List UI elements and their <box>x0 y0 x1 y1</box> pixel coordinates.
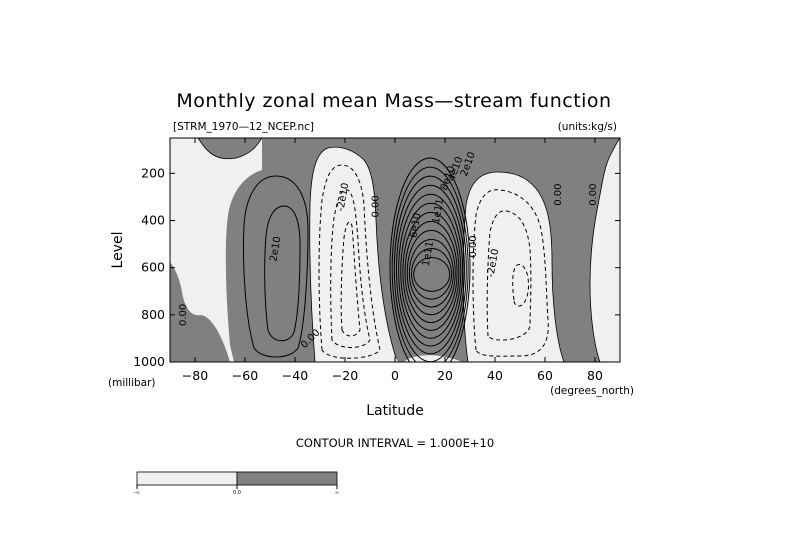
negative-region-south-polar <box>170 138 262 362</box>
contour-line <box>472 189 549 357</box>
contour-label: 0.00 <box>588 183 599 205</box>
y-tick-label: 600 <box>141 260 165 275</box>
units-label: (units:kg/s) <box>558 121 617 133</box>
x-tick-label: −60 <box>232 368 258 383</box>
negative-region-south-polar-notch <box>170 278 182 322</box>
y-tick-label: 800 <box>141 307 165 322</box>
contour-line <box>242 175 309 358</box>
x-tick-label: −40 <box>282 368 308 383</box>
contour-label: 0.00 <box>178 304 189 326</box>
colorbar-label-max: ∞ <box>335 490 339 496</box>
contour-label: 1e11 <box>421 240 436 267</box>
contour-line <box>389 157 471 362</box>
negative-region-north-ferrel <box>463 172 564 362</box>
colorbar-negative-swatch <box>136 471 238 486</box>
contour-line <box>411 248 453 300</box>
contour-line <box>486 210 532 341</box>
zero-contour-south-polar <box>197 138 263 160</box>
contour-label: 6e10 <box>408 212 423 239</box>
y-tick-label: 400 <box>141 213 165 228</box>
file-label: [STRM_1970—12_NCEP.nc] <box>173 121 314 133</box>
zero-contour-north-polar <box>589 138 620 362</box>
y-axis-label: Level <box>110 232 126 269</box>
colorbar: -∞ 0.0 ∞ <box>134 471 339 496</box>
contour-line <box>413 257 451 292</box>
contour-label: -2e10 <box>486 248 502 278</box>
contour-line <box>408 238 454 308</box>
colorbar-label-min: -∞ <box>134 490 140 496</box>
x-tick-label: 80 <box>587 368 603 383</box>
contour-line <box>264 205 301 342</box>
contour-line <box>402 211 460 331</box>
contour-label: 0.00 <box>468 235 479 257</box>
x-axis-label: Latitude <box>366 403 424 419</box>
y-units-label: (millibar) <box>108 377 156 389</box>
contour-line <box>400 202 462 339</box>
contour-label: 0.00 <box>371 195 382 217</box>
x-axis: −80 −60 −40 −20 0 20 40 60 80 <box>182 138 603 383</box>
contour-line <box>406 229 456 316</box>
x-units-label: (degrees_north) <box>550 385 634 397</box>
y-axis: 200 400 600 800 1000 <box>133 165 620 369</box>
northern-ferrel-cell-contours <box>472 189 549 357</box>
contour-label: -2e10 <box>336 182 352 212</box>
contour-label: 2e10 <box>268 236 283 263</box>
x-tick-label: −80 <box>182 368 208 383</box>
contour-interval-text: CONTOUR INTERVAL = 1.000E+10 <box>296 436 494 450</box>
contour-line <box>398 193 464 347</box>
x-tick-label: −20 <box>332 368 358 383</box>
x-tick-label: 0 <box>391 368 399 383</box>
contour-line <box>395 184 465 355</box>
zero-contour-south-tropics <box>309 146 397 362</box>
southern-hadley-cell-contours <box>318 164 381 359</box>
y-tick-label: 200 <box>141 165 165 180</box>
chart-title: Monthly zonal mean Mass—stream function <box>176 90 611 112</box>
x-tick-label: 40 <box>487 368 503 383</box>
contour-label: 0.00 <box>553 183 564 205</box>
contour-label: 1e11 <box>431 198 446 225</box>
contour-line <box>340 221 361 337</box>
x-tick-label: 20 <box>437 368 453 383</box>
x-tick-label: 60 <box>537 368 553 383</box>
contour-line <box>330 189 371 348</box>
contour-line <box>404 220 458 324</box>
colorbar-positive-swatch <box>236 471 338 486</box>
southern-hemisphere-cell-contours <box>242 175 309 358</box>
negative-region-north-polar <box>590 138 620 362</box>
contour-line <box>391 166 469 362</box>
colorbar-label-zero: 0.0 <box>233 490 241 496</box>
y-tick-label: 1000 <box>133 354 165 369</box>
